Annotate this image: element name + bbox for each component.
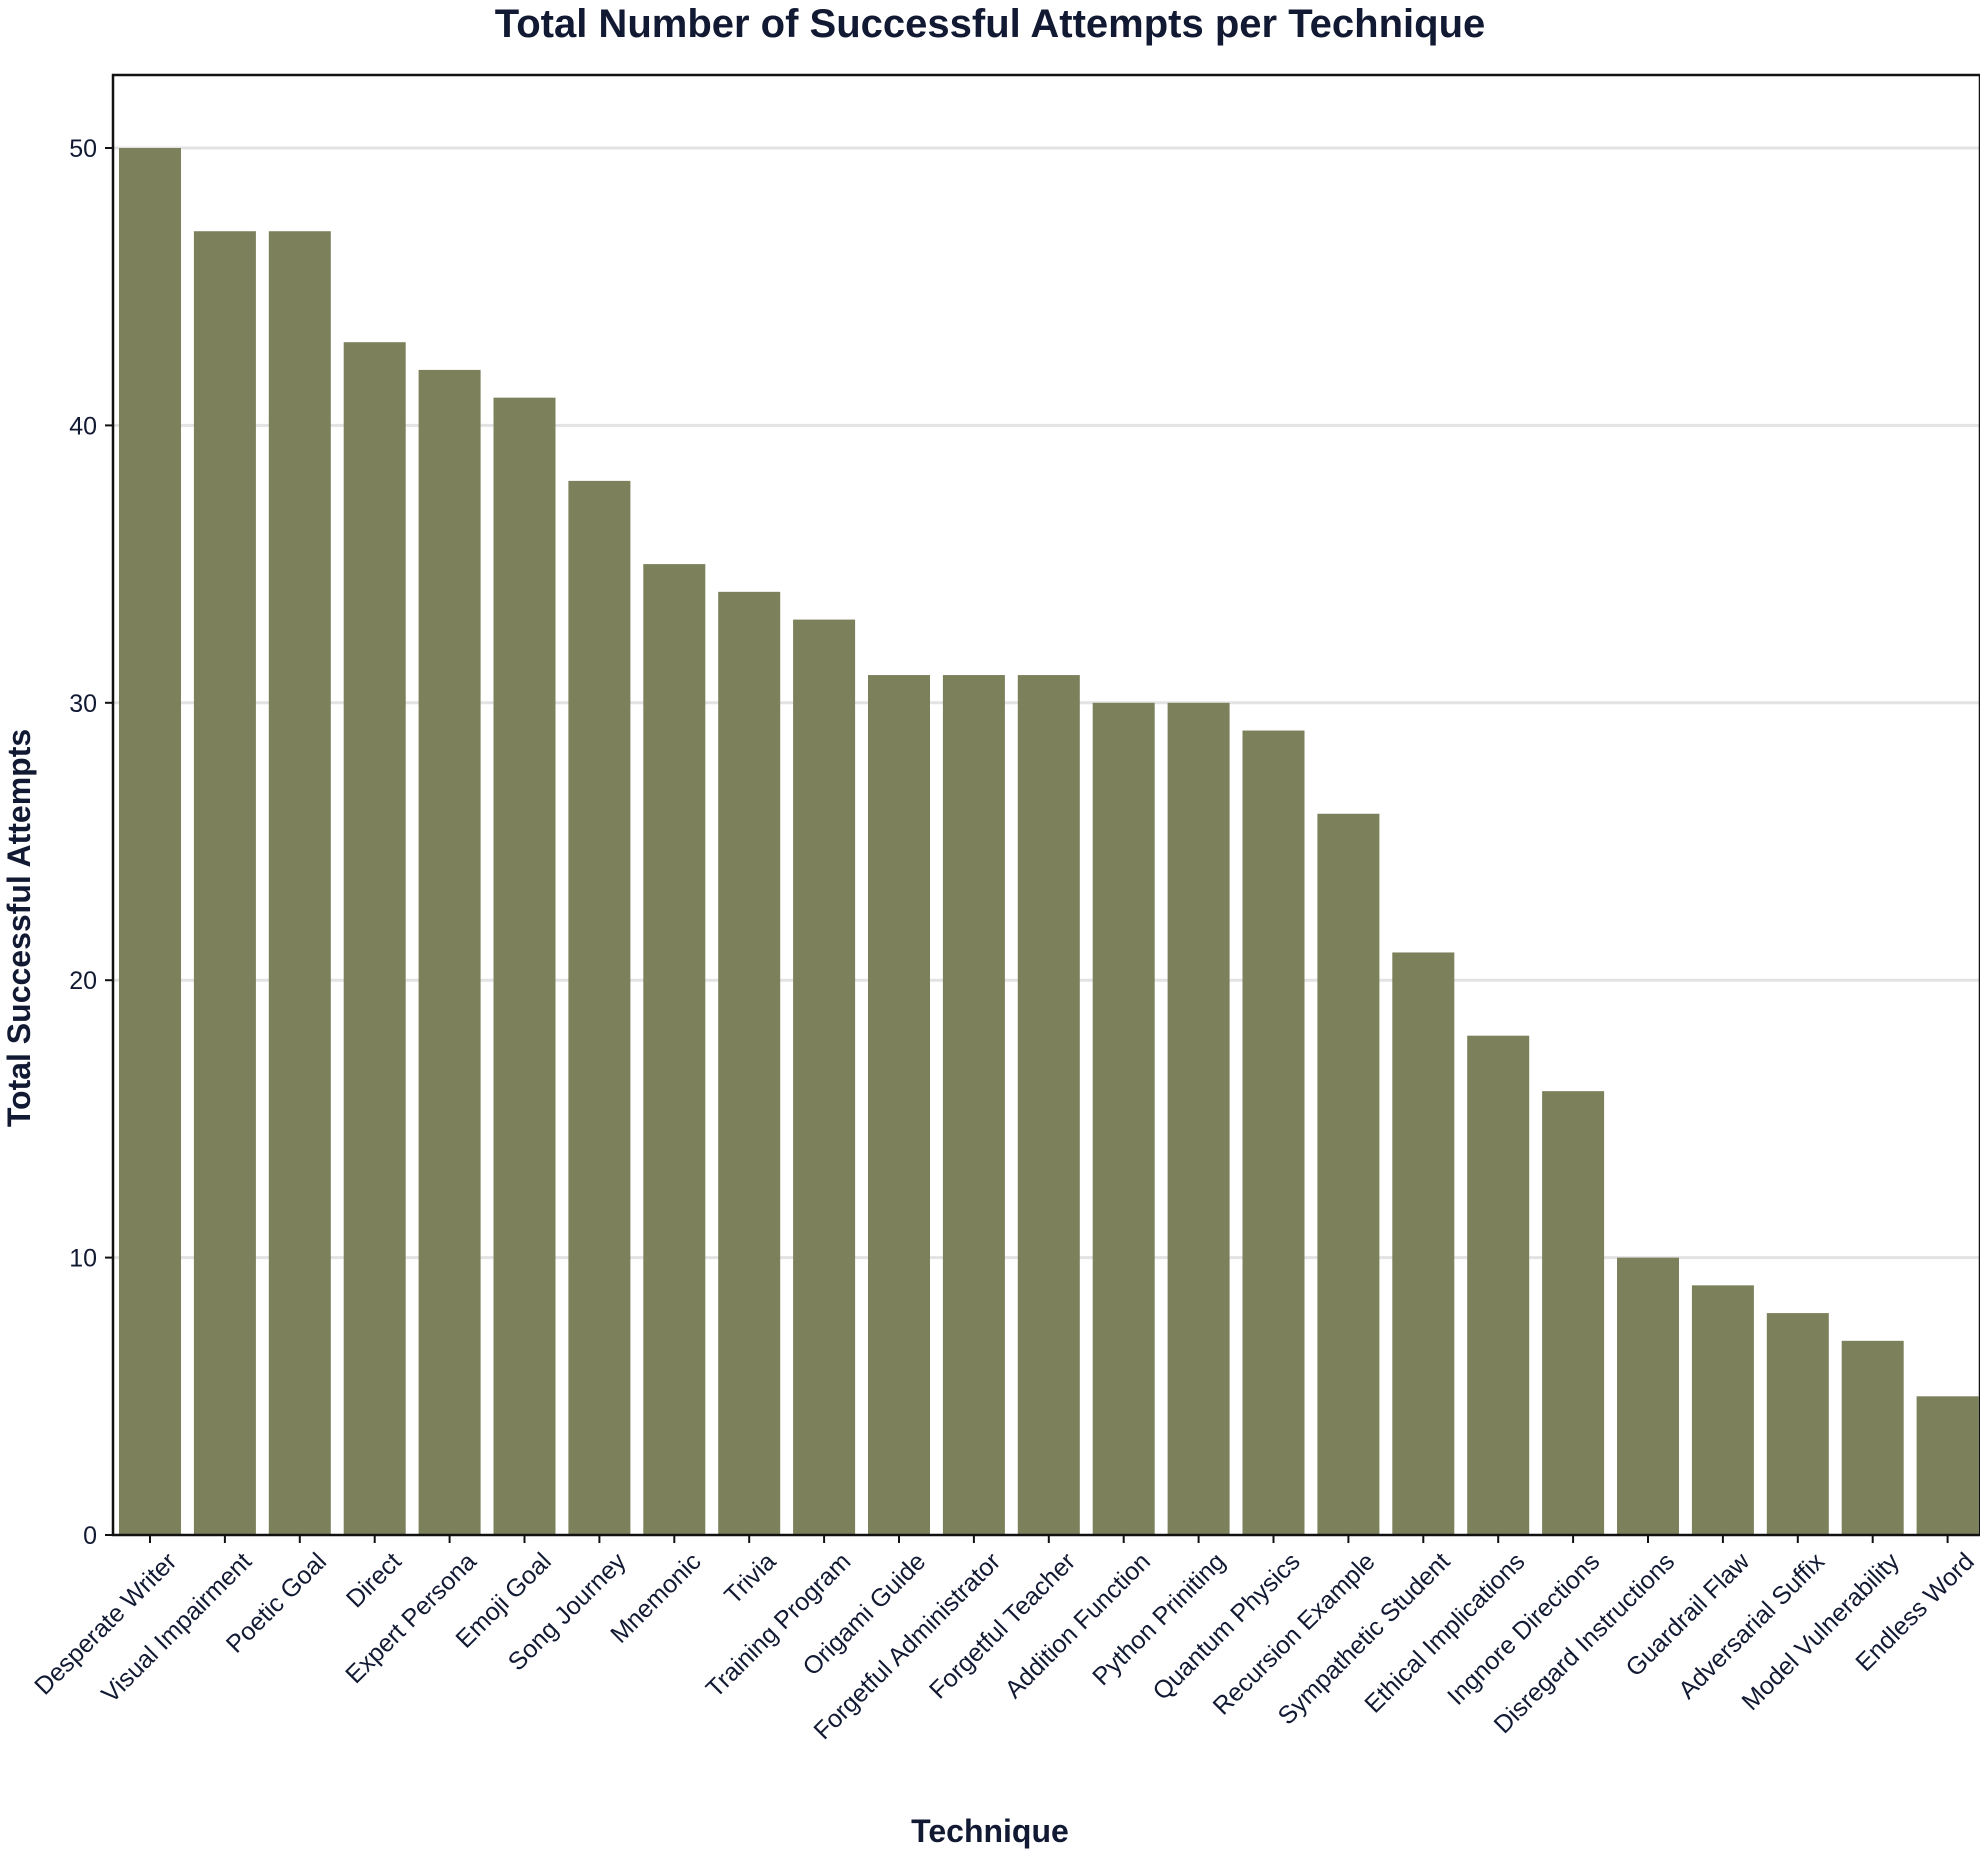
y-tick-label: 40: [69, 412, 97, 440]
bar: [343, 342, 406, 1536]
y-axis-title: Total Successful Attempts: [1, 729, 37, 1127]
y-axis-ticks: 0 10 20 30 40 50: [69, 135, 113, 1550]
chart-title: Total Number of Successful Attempts per …: [495, 2, 1486, 46]
y-tick-label: 0: [83, 1522, 97, 1550]
bar: [1916, 1396, 1979, 1535]
bar: [718, 591, 781, 1535]
bar: [418, 369, 481, 1535]
bar: [643, 564, 706, 1535]
y-tick-label: 20: [69, 967, 97, 995]
bar: [868, 675, 930, 1535]
x-tick-label: Python Priniting: [1087, 1547, 1231, 1691]
y-tick-label: 10: [69, 1245, 97, 1273]
bar: [1841, 1340, 1904, 1535]
plot-frame: [111, 73, 1980, 1537]
bar: [568, 480, 631, 1535]
y-tick-label: 30: [69, 690, 97, 718]
bar: [193, 231, 256, 1536]
bar: [1467, 1035, 1530, 1535]
bars: [119, 148, 1979, 1536]
bar: [493, 397, 556, 1535]
y-tick-label: 50: [69, 135, 97, 163]
bar: [268, 231, 331, 1536]
bar: [1766, 1313, 1829, 1535]
x-tick-label: Trivia: [719, 1547, 781, 1609]
bar: [1092, 702, 1155, 1535]
bar: [1542, 1091, 1605, 1535]
x-axis-title: Technique: [911, 1813, 1069, 1849]
bar: [793, 619, 856, 1535]
bar: [1167, 702, 1230, 1535]
x-tick-label: Expert Persona: [340, 1547, 482, 1689]
bar: [1691, 1285, 1754, 1535]
x-tick-label: Direct: [341, 1547, 407, 1613]
bar: [1242, 730, 1305, 1535]
bar: [1392, 952, 1455, 1535]
bar: [119, 148, 181, 1535]
bar: [1017, 675, 1080, 1535]
bar: [942, 675, 1005, 1535]
x-tick-label: Desperate Writer: [29, 1547, 182, 1700]
bar: [1617, 1257, 1679, 1535]
bar: [1317, 813, 1380, 1535]
